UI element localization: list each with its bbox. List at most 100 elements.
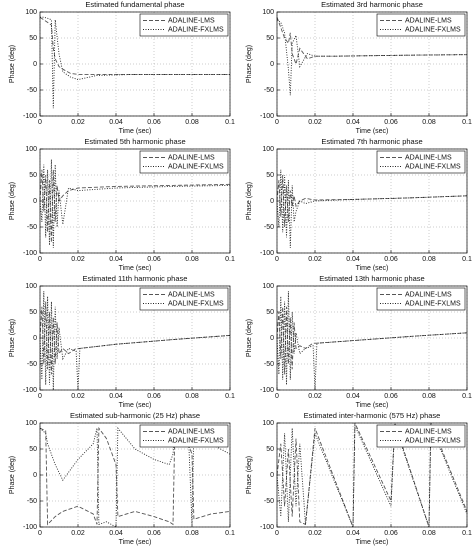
y-tick-label: -100 [23, 387, 37, 394]
legend-box [376, 287, 466, 311]
series-line [276, 291, 468, 391]
x-tick-label: 0.08 [422, 256, 436, 263]
x-axis-label: Time (sec) [356, 539, 389, 546]
y-tick-label: 100 [25, 420, 37, 427]
plot-frame [276, 11, 468, 117]
x-tick-label: 0.1 [225, 393, 235, 400]
y-tick-label: 0 [33, 335, 37, 342]
y-tick-label: -100 [260, 524, 274, 531]
y-axis-label: Phase (deg) [9, 182, 16, 220]
x-tick-label: 0.08 [185, 119, 199, 126]
y-tick-label: 50 [29, 446, 37, 453]
x-tick-label: 0.06 [384, 119, 398, 126]
legend-label: ADALINE-FXLMS [405, 300, 461, 307]
legend-box [139, 13, 229, 37]
x-tick-label: 0.08 [422, 119, 436, 126]
legend-box [139, 287, 229, 311]
x-tick-label: 0.04 [346, 530, 360, 537]
x-tick-label: 0 [275, 256, 279, 263]
x-tick-label: 0.1 [225, 530, 235, 537]
y-tick-label: 50 [29, 309, 37, 316]
x-tick-label: 0.04 [346, 119, 360, 126]
x-tick-label: 0.02 [71, 256, 85, 263]
plot-frame [276, 148, 468, 254]
chart-title: Estimated 3rd harmonic phase [321, 0, 423, 9]
legend-label: ADALINE-LMS [168, 17, 215, 24]
plot-frame [276, 285, 468, 391]
y-tick-label: 50 [266, 446, 274, 453]
y-tick-label: 50 [266, 309, 274, 316]
y-axis-label: Phase (deg) [9, 45, 16, 83]
x-tick-label: 0 [38, 256, 42, 263]
y-tick-label: -100 [23, 113, 37, 120]
x-axis-label: Time (sec) [356, 128, 389, 135]
y-tick-label: 50 [29, 35, 37, 42]
x-tick-label: 0 [38, 119, 42, 126]
series-line [276, 17, 468, 66]
legend-label: ADALINE-FXLMS [405, 437, 461, 444]
x-tick-label: 0.02 [308, 393, 322, 400]
y-tick-label: -100 [260, 113, 274, 120]
x-tick-label: 0.06 [147, 256, 161, 263]
x-tick-label: 0.1 [462, 256, 472, 263]
legend-label: ADALINE-FXLMS [168, 437, 224, 444]
y-tick-label: 0 [270, 198, 274, 205]
series-line [276, 169, 468, 248]
series-line [40, 16, 230, 109]
y-tick-label: 100 [262, 9, 274, 16]
y-tick-label: 0 [33, 472, 37, 479]
legend-label: ADALINE-FXLMS [405, 163, 461, 170]
x-tick-label: 0.02 [308, 530, 322, 537]
chart-title: Estimated 11th harmonic phase [83, 274, 188, 283]
x-tick-label: 0 [38, 530, 42, 537]
x-tick-label: 0.02 [71, 393, 85, 400]
series-line [39, 426, 231, 528]
series-line [276, 174, 468, 228]
x-tick-label: 0.08 [422, 530, 436, 537]
y-tick-label: -50 [264, 361, 274, 368]
x-tick-label: 0.08 [185, 530, 199, 537]
y-axis-label: Phase (deg) [246, 45, 253, 83]
y-tick-label: 100 [25, 9, 37, 16]
x-tick-label: 0.1 [462, 119, 472, 126]
chart-title: Estimated fundamental phase [85, 0, 184, 9]
x-tick-label: 0.04 [346, 393, 360, 400]
series-line [39, 169, 231, 243]
legend-label: ADALINE-FXLMS [168, 163, 224, 170]
y-axis-label: Phase (deg) [246, 319, 253, 357]
x-axis-label: Time (sec) [119, 265, 152, 272]
x-tick-label: 0.06 [384, 393, 398, 400]
legend-box [376, 424, 466, 448]
x-axis-label: Time (sec) [119, 539, 152, 546]
plot-frame [39, 422, 231, 528]
x-tick-label: 0.1 [225, 256, 235, 263]
y-tick-label: -100 [260, 250, 274, 257]
plot-frame [39, 148, 231, 254]
series-line [39, 291, 231, 391]
x-tick-label: 0.02 [71, 119, 85, 126]
x-tick-label: 0.08 [422, 393, 436, 400]
x-tick-label: 0.06 [147, 530, 161, 537]
y-tick-label: 50 [29, 172, 37, 179]
legend-label: ADALINE-FXLMS [168, 26, 224, 33]
chart-title: Estimated 13th harmonic phase [319, 274, 424, 283]
series-line [276, 425, 468, 528]
x-axis-label: Time (sec) [356, 402, 389, 409]
x-tick-label: 0.1 [462, 530, 472, 537]
y-tick-label: 100 [262, 420, 274, 427]
x-tick-label: 0 [275, 530, 279, 537]
legend-label: ADALINE-LMS [168, 428, 215, 435]
chart-title: Estimated 7th harmonic phase [321, 137, 422, 146]
y-tick-label: -50 [27, 498, 37, 505]
chart-title: Estimated 5th harmonic phase [84, 137, 185, 146]
x-tick-label: 0.1 [462, 393, 472, 400]
plot-frame [39, 285, 231, 391]
legend-box [376, 13, 466, 37]
x-tick-label: 0.08 [185, 393, 199, 400]
plot-frame [39, 11, 231, 117]
y-axis-label: Phase (deg) [246, 182, 253, 220]
y-tick-label: 50 [266, 172, 274, 179]
legend-label: ADALINE-FXLMS [168, 300, 224, 307]
x-tick-label: 0.06 [147, 119, 161, 126]
y-tick-label: 0 [270, 61, 274, 68]
